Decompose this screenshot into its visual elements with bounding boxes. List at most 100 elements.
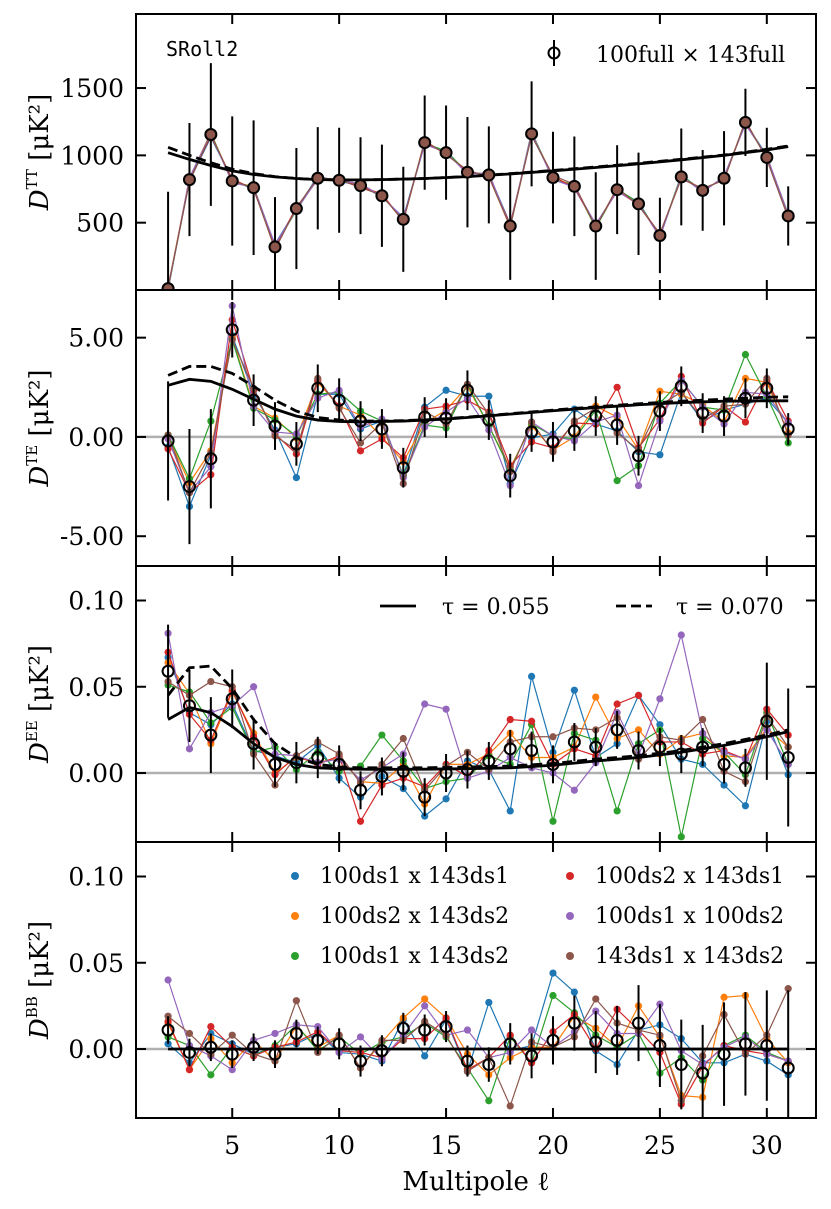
data-point: [610, 1033, 624, 1047]
x-tick-label: 25: [644, 1131, 676, 1160]
legend-color-dot: [291, 952, 299, 960]
data-point: [418, 136, 432, 150]
series-point: [485, 392, 493, 400]
data-point: [460, 383, 474, 397]
series-point: [784, 985, 792, 993]
data-point: [546, 757, 560, 771]
data-point: [760, 1039, 774, 1053]
plot-area: [161, 969, 795, 1118]
data-point: [268, 757, 282, 771]
series-line: [167, 632, 789, 792]
series-point: [506, 715, 514, 724]
data-point: [610, 183, 624, 197]
plot-area: [161, 624, 795, 841]
data-point: [696, 740, 710, 754]
panel-frame: [135, 841, 817, 1119]
data-point: [482, 168, 496, 182]
data-point: [247, 737, 261, 751]
data-point: [289, 437, 303, 451]
data-point: [717, 757, 731, 771]
data-point: [268, 1047, 282, 1061]
y-axis-label: DTT [μK²]: [23, 94, 55, 211]
data-point: [696, 406, 710, 420]
data-point: [332, 173, 346, 187]
data-point: [632, 197, 646, 211]
data-point: [332, 393, 346, 407]
y-tick-label: 0.05: [68, 673, 124, 702]
data-point: [546, 435, 560, 449]
data-point: [204, 452, 218, 466]
series-point: [699, 715, 707, 724]
series-line: [167, 118, 789, 287]
data-point: [354, 414, 368, 428]
series-point: [506, 1102, 514, 1110]
series-point: [421, 700, 429, 708]
data-point: [781, 750, 795, 764]
series-point: [185, 745, 194, 753]
panel-bb: 0.00 0.05 0.10 DBB [μK²] 100ds1 x 143ds1 100d…: [23, 841, 817, 1119]
data-point: [781, 422, 795, 436]
panel-ee: 0.00 0.05 0.10 DEE [μK²] τ = 0.055 τ = 0.070: [23, 565, 817, 843]
x-tick-label: 5: [224, 1131, 240, 1160]
x-tick-label: 30: [751, 1131, 783, 1160]
legend-label: 100full × 143full: [596, 43, 785, 68]
series-point: [228, 1031, 236, 1039]
data-point: [567, 179, 581, 193]
sroll2-annotation: SRoll2: [166, 37, 238, 61]
series-line: [167, 120, 789, 289]
data-point: [161, 1023, 175, 1037]
data-point: [225, 323, 239, 337]
data-point: [204, 1040, 218, 1054]
y-axis-label: DEE [μK²]: [23, 645, 55, 764]
data-point: [396, 1021, 410, 1035]
series-point: [549, 733, 557, 741]
series-point: [720, 993, 728, 1001]
series-point: [741, 350, 750, 359]
legend-label: τ = 0.055: [442, 595, 550, 620]
data-point: [653, 404, 667, 418]
data-point: [225, 174, 239, 188]
series-point: [292, 997, 300, 1005]
data-point: [225, 692, 239, 706]
data-point: [289, 202, 303, 216]
data-point: [632, 1016, 646, 1030]
data-point: [182, 173, 196, 187]
data-point: [161, 664, 175, 678]
data-point: [482, 754, 496, 768]
data-point: [717, 171, 731, 185]
series-point: [613, 383, 621, 391]
data-point: [738, 391, 752, 405]
data-point: [375, 189, 389, 203]
data-point: [354, 1054, 368, 1068]
y-tick-label: -5.00: [60, 522, 124, 551]
series-line: [167, 979, 789, 1071]
series-point: [741, 802, 750, 810]
data-point: [418, 410, 432, 424]
plot-area: [161, 301, 795, 545]
series-point: [463, 1026, 472, 1034]
x-axis-label: Multipole ℓ: [402, 1167, 549, 1197]
data-point: [460, 165, 474, 179]
y-tick-label: 0.00: [68, 759, 124, 788]
data-point: [717, 409, 731, 423]
data-point: [525, 1049, 539, 1063]
series-point: [164, 976, 172, 984]
series-line: [167, 662, 789, 806]
series-point: [506, 807, 514, 815]
series-point: [677, 833, 685, 841]
series-point: [720, 781, 728, 789]
series-point: [421, 1002, 429, 1010]
data-point: [738, 1037, 752, 1051]
data-point: [653, 1039, 667, 1053]
y-tick-label: 0.10: [68, 587, 124, 616]
data-point: [760, 150, 774, 164]
series-point: [741, 418, 750, 426]
data-point: [247, 1040, 261, 1054]
legend-marker: [547, 46, 561, 60]
series-point: [399, 734, 407, 743]
series-line: [167, 652, 789, 823]
y-axis-label: DTE [μK²]: [23, 369, 55, 487]
y-tick-label: 0.05: [68, 949, 124, 978]
series-point: [549, 991, 557, 1000]
y-tick-label: 500: [76, 209, 124, 238]
